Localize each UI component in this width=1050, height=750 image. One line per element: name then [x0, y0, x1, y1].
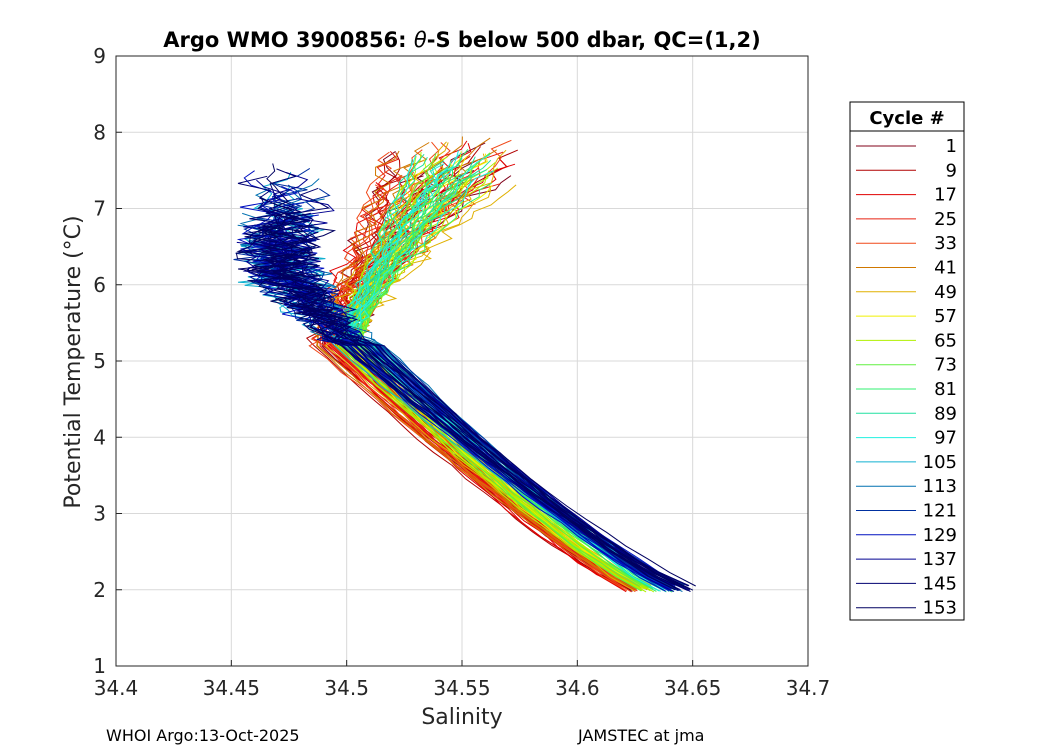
- legend-label-97: 97: [934, 428, 957, 449]
- profile-lines: [233, 136, 696, 593]
- chart-title: Argo WMO 3900856: θ-S below 500 dbar, QC…: [163, 28, 760, 52]
- profile-line: [253, 171, 678, 587]
- profile-line: [256, 179, 685, 587]
- y-tick-label: 9: [93, 44, 106, 68]
- legend-label-65: 65: [934, 330, 957, 351]
- legend-label-17: 17: [934, 185, 957, 206]
- legend-label-33: 33: [934, 233, 957, 254]
- x-tick-label: 34.6: [555, 676, 600, 700]
- x-tick-label: 34.65: [664, 676, 721, 700]
- legend-label-145: 145: [923, 573, 957, 594]
- y-tick-label: 7: [93, 197, 106, 221]
- profile-line: [269, 213, 674, 586]
- legend-label-49: 49: [934, 282, 957, 303]
- profile-line: [259, 197, 694, 591]
- legend-label-89: 89: [934, 403, 957, 424]
- legend-label-1: 1: [946, 136, 957, 157]
- plot-frame: [115, 55, 809, 667]
- y-tick-label: 1: [93, 654, 106, 678]
- legend-label-57: 57: [934, 306, 957, 327]
- profile-line: [240, 223, 669, 589]
- y-tick-labels: 1 2 3 4 5 6 7 8 9: [93, 44, 106, 678]
- legend-label-153: 153: [923, 598, 957, 619]
- y-axis-label: Potential Temperature (°C): [61, 215, 86, 508]
- y-tick-label: 5: [93, 349, 106, 373]
- profile-line: [236, 226, 691, 590]
- profile-line: [245, 233, 676, 591]
- footer-source: WHOI Argo:13-Oct-2025: [106, 726, 300, 745]
- x-tick-labels: 34.4 34.45 34.5 34.55 34.6 34.65 34.7: [94, 676, 831, 700]
- legend-box: [849, 101, 965, 621]
- profile-line: [272, 188, 686, 586]
- profile-line: [263, 214, 672, 590]
- x-axis-label: Salinity: [421, 705, 502, 730]
- y-tick-label: 6: [93, 273, 106, 297]
- x-tick-label: 34.7: [786, 676, 831, 700]
- legend: Cycle # 1 9 17 25 33 41 49 57 65 73 81 89 97 105 113 12…: [849, 101, 965, 621]
- legend-label-25: 25: [934, 209, 957, 230]
- x-tick-label: 34.5: [324, 676, 369, 700]
- y-tick-label: 3: [93, 502, 106, 526]
- profile-line: [256, 205, 674, 587]
- profile-line: [268, 198, 674, 586]
- legend-label-137: 137: [923, 549, 957, 570]
- profile-line: [248, 168, 690, 587]
- footer-credit: JAMSTEC at jma: [578, 726, 705, 745]
- profile-line: [236, 185, 689, 587]
- legend-label-73: 73: [934, 355, 957, 376]
- legend-label-129: 129: [923, 525, 957, 546]
- profile-line: [258, 202, 672, 592]
- legend-label-41: 41: [934, 258, 957, 279]
- profile-line: [239, 217, 670, 592]
- legend-label-81: 81: [934, 379, 957, 400]
- legend-label-105: 105: [923, 452, 957, 473]
- profile-line: [356, 156, 647, 593]
- x-tick-label: 34.55: [433, 676, 490, 700]
- y-tick-label: 4: [93, 425, 106, 449]
- legend-title: Cycle #: [869, 108, 944, 129]
- profile-line: [264, 198, 664, 591]
- profile-line: [252, 187, 691, 593]
- profile-line: [255, 245, 671, 587]
- y-tick-label: 8: [93, 120, 106, 144]
- legend-label-121: 121: [923, 501, 957, 522]
- profile-line: [264, 163, 696, 587]
- x-tick-label: 34.4: [94, 676, 139, 700]
- profile-line: [277, 213, 684, 587]
- y-tick-label: 2: [93, 578, 106, 602]
- legend-label-9: 9: [946, 160, 957, 181]
- x-tick-label: 34.45: [203, 676, 260, 700]
- profile-line: [262, 212, 689, 587]
- profile-line: [235, 214, 682, 588]
- legend-label-113: 113: [923, 476, 957, 497]
